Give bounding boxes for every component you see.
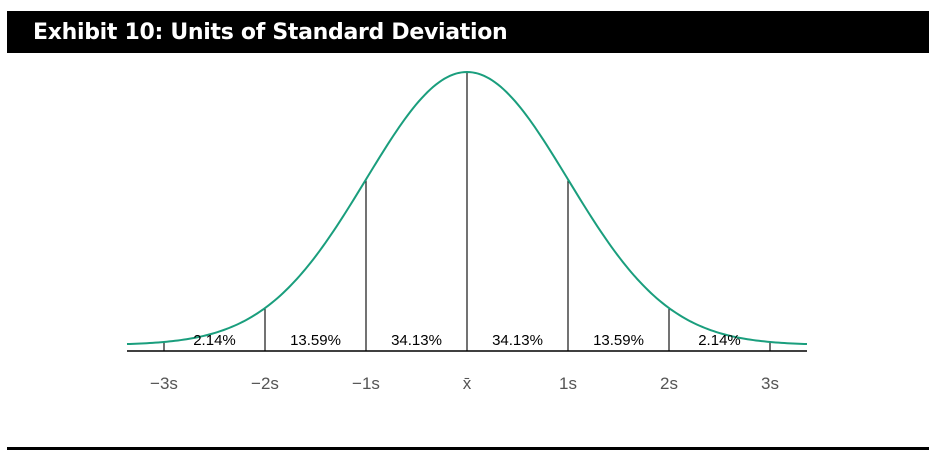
tick-label: x̄: [463, 374, 472, 393]
segment-label: 34.13%: [391, 332, 442, 349]
segment-label: 13.59%: [593, 332, 644, 349]
tick-label: 3s: [761, 374, 779, 393]
chart-title-bar: Exhibit 10: Units of Standard Deviation: [7, 11, 929, 53]
sd-dividers: [163, 72, 771, 351]
tick-label: −3s: [150, 374, 178, 393]
chart-title: Exhibit 10: Units of Standard Deviation: [33, 19, 508, 45]
tick-labels: −3s −2s −1s x̄ 1s 2s 3s: [150, 374, 779, 393]
tick-label: 2s: [660, 374, 678, 393]
segment-label: 2.14%: [193, 332, 236, 349]
curve-group: [126, 70, 808, 346]
segment-label: 2.14%: [698, 332, 741, 349]
normal-curve: [126, 70, 808, 346]
bottom-rule: [7, 447, 929, 450]
tick-label: −1s: [352, 374, 380, 393]
tick-label: −2s: [251, 374, 279, 393]
segment-labels: 2.14% 13.59% 34.13% 34.13% 13.59% 2.14%: [193, 332, 741, 349]
segment-label: 34.13%: [492, 332, 543, 349]
segment-label: 13.59%: [290, 332, 341, 349]
tick-label: 1s: [559, 374, 577, 393]
